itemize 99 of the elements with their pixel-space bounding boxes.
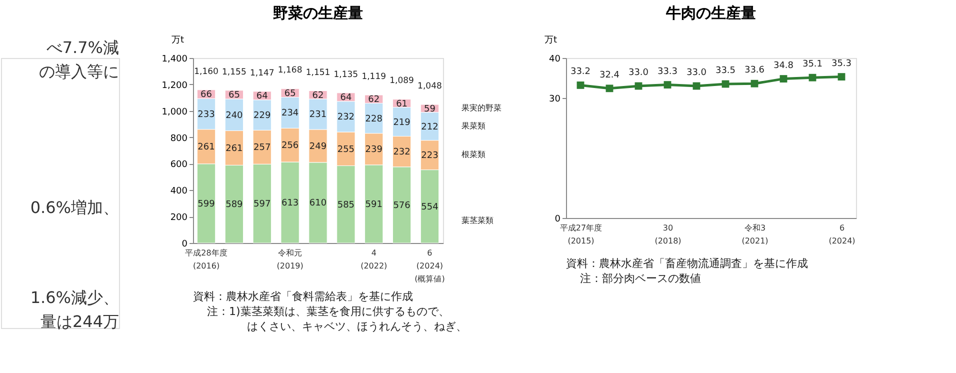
x-tick-label: 6 (2024) <box>828 224 856 246</box>
data-label: 35.1 <box>802 60 823 70</box>
text: 果実的野菜 <box>462 103 502 112</box>
data-label: 229 <box>254 111 271 122</box>
point <box>606 84 614 92</box>
data-label: 256 <box>281 141 299 152</box>
data-label: 232 <box>393 148 410 158</box>
text: 資料：農林水産省「畜産物流通調査」を基に作成 <box>566 257 808 270</box>
y-tick-label: 600 <box>170 160 188 170</box>
y-tick-label: 1,400 <box>162 54 188 64</box>
point <box>576 81 584 89</box>
data-label: 599 <box>198 199 216 210</box>
point <box>808 74 816 82</box>
data-label: 64 <box>256 92 268 102</box>
data-label: 65 <box>284 88 296 99</box>
x-tick-label: 令和元 (2019) <box>276 248 304 270</box>
y-tick-label: 400 <box>170 186 188 197</box>
data-label: 33.0 <box>628 68 649 78</box>
point <box>750 80 758 88</box>
data-label: 257 <box>254 143 271 154</box>
x-tick-label: 平成27年度 (2015) <box>560 224 602 246</box>
data-label: 212 <box>421 122 438 132</box>
data-label: 34.8 <box>773 60 794 71</box>
text: 注：1)葉茎菜類は、葉茎を食用に供するもので、 <box>207 305 450 318</box>
data-label: 261 <box>226 144 243 154</box>
x-tick-label: 令和3 (2021) <box>742 224 768 246</box>
data-label: 223 <box>421 151 438 162</box>
text: の導入等に <box>39 62 119 81</box>
y-axis-title: 万t <box>544 36 558 46</box>
data-label: 33.6 <box>744 66 765 76</box>
text: べ7.7%減 <box>46 38 119 57</box>
x-tick-label: 6 (2024) (概算値) <box>414 248 445 284</box>
data-label: 240 <box>226 110 244 121</box>
data-label: 233 <box>198 110 215 120</box>
data-label: 239 <box>365 145 383 156</box>
total-label: 1,147 <box>250 68 274 78</box>
data-label: 610 <box>309 198 327 209</box>
text: 注：部分肉ベースの数値 <box>580 272 701 285</box>
data-label: 32.4 <box>599 70 620 80</box>
text: 果菜類 <box>462 121 486 130</box>
data-label: 61 <box>396 99 408 110</box>
total-label: 1,151 <box>306 68 330 78</box>
text: はくさい、キャベツ、ほうれんそう、ねぎ、 <box>247 320 467 333</box>
data-label: 613 <box>281 198 299 208</box>
total-label: 1,048 <box>418 82 442 92</box>
data-label: 33.5 <box>715 66 736 76</box>
data-label: 261 <box>198 142 215 153</box>
data-label: 35.3 <box>831 58 852 69</box>
chart-title: 野菜の生産量 <box>273 4 363 22</box>
data-label: 234 <box>281 108 299 119</box>
data-label: 249 <box>309 142 327 152</box>
y-axis-title: 万t <box>172 36 184 46</box>
point <box>664 81 672 89</box>
text: 量は244万 <box>40 312 119 331</box>
chart-title: 牛肉の生産量 <box>665 4 756 22</box>
data-label: 65 <box>228 90 240 101</box>
data-label: 554 <box>421 202 439 212</box>
x-tick-label: 平成28年度 (2016) <box>185 248 228 270</box>
data-label: 62 <box>368 95 380 106</box>
text: 根菜類 <box>462 150 486 160</box>
data-label: 576 <box>393 200 411 211</box>
point <box>838 73 846 81</box>
total-label: 1,119 <box>362 72 386 82</box>
point <box>780 75 788 83</box>
data-label: 219 <box>393 118 411 128</box>
data-label: 589 <box>226 200 244 210</box>
data-label: 59 <box>424 104 436 114</box>
text: 葉茎菜類 <box>462 216 494 226</box>
y-tick-label: 40 <box>549 54 561 64</box>
total-label: 1,155 <box>222 67 246 78</box>
data-label: 585 <box>337 200 355 210</box>
data-label: 33.0 <box>686 68 707 78</box>
y-tick-label: 30 <box>549 94 561 104</box>
total-label: 1,089 <box>390 76 414 86</box>
text: 1.6%減少、 <box>30 288 119 307</box>
text: 0.6%増加、 <box>30 198 119 217</box>
data-label: 33.3 <box>657 66 678 77</box>
text: 資料：農林水産省「食料需給表」を基に作成 <box>193 290 413 303</box>
data-label: 228 <box>365 114 383 124</box>
data-label: 591 <box>365 200 382 210</box>
data-label: 33.2 <box>570 67 591 78</box>
data-label: 232 <box>337 112 355 123</box>
y-tick-label: 0 <box>554 214 561 224</box>
y-tick-label: 200 <box>170 213 188 224</box>
total-label: 1,168 <box>278 66 302 76</box>
x-tick-label: 4 (2022) <box>360 248 388 270</box>
y-tick-label: 800 <box>170 134 188 144</box>
x-tick-label: 30 (2018) <box>654 224 682 246</box>
y-tick-label: 1,200 <box>162 80 188 91</box>
data-label: 62 <box>312 90 324 101</box>
total-label: 1,135 <box>334 70 358 80</box>
total-label: 1,160 <box>194 66 218 77</box>
data-label: 64 <box>340 93 352 104</box>
data-label: 231 <box>309 110 327 120</box>
data-label: 66 <box>200 90 212 100</box>
data-label: 597 <box>254 200 271 210</box>
y-tick-label: 0 <box>182 240 188 250</box>
y-tick-label: 1,000 <box>162 107 188 118</box>
data-label: 255 <box>337 144 355 155</box>
